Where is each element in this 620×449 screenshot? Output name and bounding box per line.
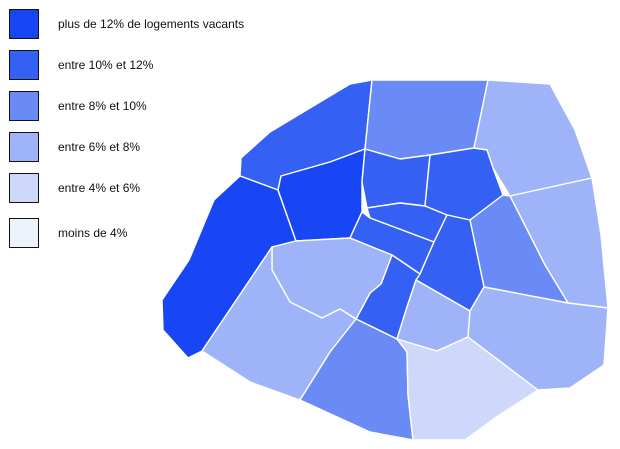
district-center-north[interactable] xyxy=(361,148,431,209)
legend-label: entre 6% et 8% xyxy=(58,140,141,154)
legend-swatch xyxy=(9,218,39,248)
legend-item-8-10: entre 8% et 10% xyxy=(9,91,259,123)
district-upper-center[interactable] xyxy=(364,79,489,160)
legend-item-10-12: entre 10% et 12% xyxy=(9,50,259,82)
legend-item-under-4: moins de 4% xyxy=(9,218,259,250)
legend-label: entre 8% et 10% xyxy=(58,99,147,113)
legend: plus de 12% de logements vacants entre 1… xyxy=(0,0,260,260)
legend-item-over-12: plus de 12% de logements vacants xyxy=(9,9,259,41)
legend-swatch xyxy=(9,9,39,39)
district-southeast[interactable] xyxy=(467,286,609,391)
legend-swatch xyxy=(9,132,39,162)
legend-swatch xyxy=(9,50,39,80)
district-south-2[interactable] xyxy=(396,336,539,441)
legend-swatch xyxy=(9,91,39,121)
legend-label: moins de 4% xyxy=(58,226,128,240)
legend-label: entre 4% et 6% xyxy=(58,181,141,195)
legend-item-4-6: entre 4% et 6% xyxy=(9,173,259,205)
legend-label: plus de 12% de logements vacants xyxy=(58,17,245,31)
legend-swatch xyxy=(9,173,39,203)
legend-item-6-8: entre 6% et 8% xyxy=(9,132,259,164)
legend-label: entre 10% et 12% xyxy=(58,58,154,72)
